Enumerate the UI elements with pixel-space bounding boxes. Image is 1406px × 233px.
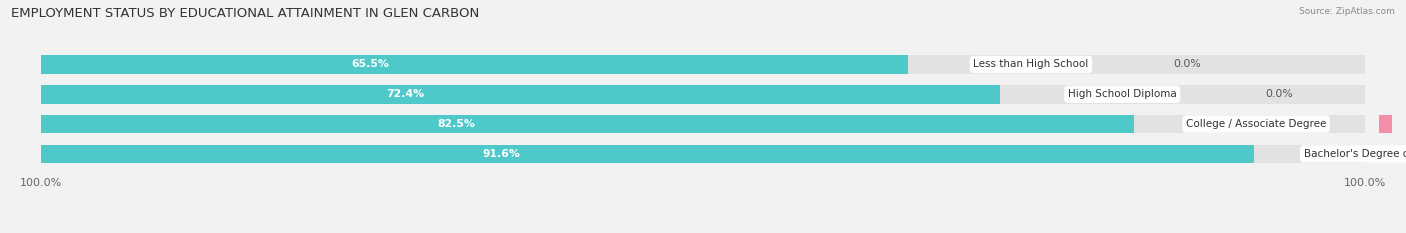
- Bar: [41, 85, 1000, 103]
- Text: Less than High School: Less than High School: [973, 59, 1088, 69]
- Text: 91.6%: 91.6%: [482, 149, 520, 159]
- Text: EMPLOYMENT STATUS BY EDUCATIONAL ATTAINMENT IN GLEN CARBON: EMPLOYMENT STATUS BY EDUCATIONAL ATTAINM…: [11, 7, 479, 20]
- Text: 82.5%: 82.5%: [437, 119, 475, 129]
- Text: 65.5%: 65.5%: [352, 59, 389, 69]
- Text: High School Diploma: High School Diploma: [1069, 89, 1177, 99]
- Text: College / Associate Degree: College / Associate Degree: [1185, 119, 1326, 129]
- Bar: [41, 145, 1254, 163]
- Bar: [1379, 115, 1406, 133]
- Bar: [41, 55, 1365, 74]
- Bar: [41, 55, 908, 74]
- Text: Bachelor's Degree or higher: Bachelor's Degree or higher: [1303, 149, 1406, 159]
- Bar: [41, 85, 1365, 103]
- Bar: [41, 115, 1133, 133]
- Text: 0.0%: 0.0%: [1265, 89, 1292, 99]
- Text: 72.4%: 72.4%: [387, 89, 425, 99]
- Text: 0.0%: 0.0%: [1174, 59, 1201, 69]
- Bar: [41, 145, 1365, 163]
- Bar: [41, 115, 1365, 133]
- Text: Source: ZipAtlas.com: Source: ZipAtlas.com: [1299, 7, 1395, 16]
